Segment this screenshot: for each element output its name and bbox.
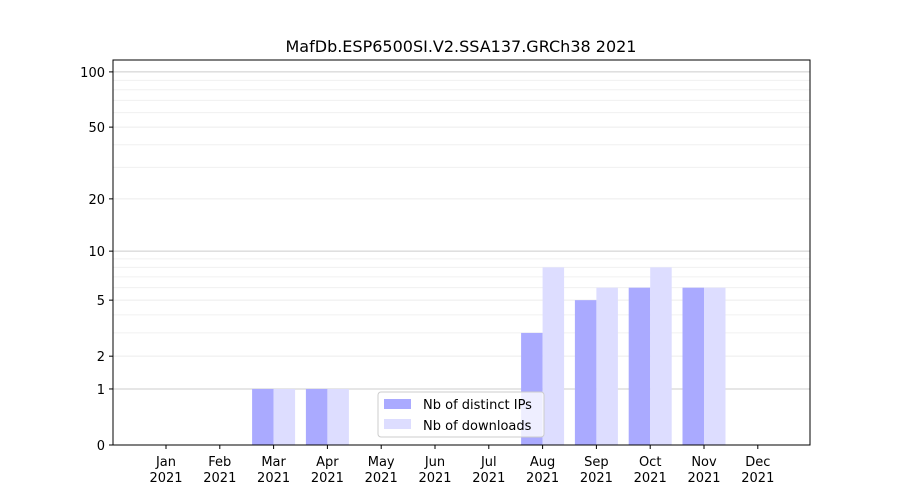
bar-distinct-ips: [252, 388, 274, 445]
chart-title: MafDb.ESP6500SI.V2.SSA137.GRCh38 2021: [286, 37, 637, 56]
x-tick-label: Aug 2021: [526, 455, 559, 486]
x-axis: Jan 2021 Feb 2021 Mar 2021 Apr 2021 May 2021 Jun 20…: [149, 445, 774, 486]
bar-distinct-ips: [682, 287, 704, 445]
y-tick-label: 1: [97, 383, 105, 398]
x-tick-label: Jul 2021: [472, 455, 505, 486]
y-tick-label: 100: [80, 66, 105, 81]
legend-label-downloads: Nb of downloads: [423, 419, 532, 434]
bar-distinct-ips: [305, 388, 328, 445]
legend: Nb of distinct IPs Nb of downloads: [377, 391, 545, 438]
y-axis: 0 1 2 5 10 20 50 100: [80, 66, 113, 454]
plot-frame: [112, 59, 811, 446]
legend-swatch-downloads: [384, 419, 411, 429]
y-tick-label: 0: [97, 439, 105, 454]
y-tick-label: 5: [97, 294, 105, 309]
y-tick-label: 2: [97, 350, 105, 365]
legend-swatch-ips: [384, 399, 411, 409]
x-tick-label: Sep 2021: [580, 455, 613, 486]
x-tick-label: Jun 2021: [418, 455, 451, 486]
x-tick-label: Nov 2021: [687, 455, 720, 486]
y-tick-label: 50: [88, 121, 105, 136]
bar-downloads: [650, 267, 672, 445]
bars: [252, 267, 726, 445]
bar-downloads: [596, 287, 618, 445]
bar-downloads: [542, 267, 565, 445]
x-tick-label: Oct 2021: [634, 455, 667, 486]
bar-downloads: [273, 388, 296, 445]
x-tick-label: Feb 2021: [203, 455, 236, 486]
y-tick-label: 20: [88, 193, 105, 208]
bar-distinct-ips: [628, 287, 651, 445]
bar-distinct-ips: [574, 300, 597, 445]
y-tick-label: 10: [88, 245, 105, 260]
bar-downloads: [327, 388, 349, 445]
x-tick-label: Mar 2021: [257, 455, 290, 486]
x-tick-label: Jan 2021: [149, 455, 182, 486]
bar-downloads: [704, 287, 726, 445]
legend-box: [377, 391, 545, 438]
x-tick-label: Dec 2021: [741, 455, 774, 486]
x-tick-label: May 2021: [365, 455, 398, 486]
legend-label-ips: Nb of distinct IPs: [423, 398, 532, 413]
x-tick-label: Apr 2021: [311, 455, 344, 486]
